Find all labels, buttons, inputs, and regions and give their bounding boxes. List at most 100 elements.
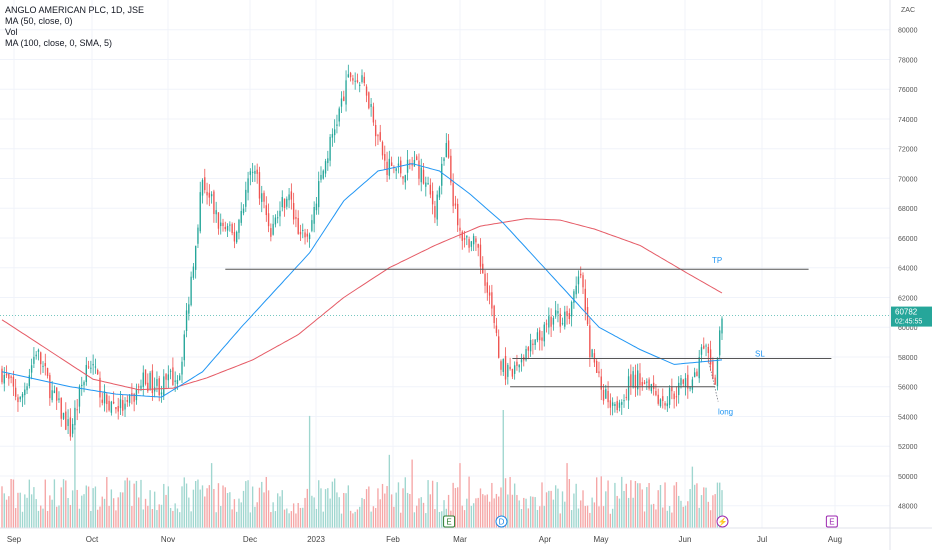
candle-body[interactable] bbox=[140, 385, 142, 389]
candle-body[interactable] bbox=[418, 160, 420, 179]
candle-body[interactable] bbox=[247, 178, 249, 193]
candle-body[interactable] bbox=[322, 170, 324, 179]
candle-body[interactable] bbox=[352, 78, 354, 81]
candle-body[interactable] bbox=[249, 171, 252, 175]
candle-body[interactable] bbox=[459, 227, 461, 231]
candle-body[interactable] bbox=[584, 288, 586, 311]
candle-body[interactable] bbox=[527, 347, 530, 351]
candle-body[interactable] bbox=[377, 135, 379, 137]
candle-body[interactable] bbox=[338, 108, 340, 122]
candle-body[interactable] bbox=[413, 159, 416, 167]
legend-symbol[interactable]: ANGLO AMERICAN PLC, 1D, JSE bbox=[5, 5, 145, 15]
candle-body[interactable] bbox=[703, 345, 705, 349]
candle-body[interactable] bbox=[14, 387, 17, 397]
candle-body[interactable] bbox=[274, 217, 277, 225]
candle-body[interactable] bbox=[158, 378, 160, 396]
candle-body[interactable] bbox=[3, 374, 5, 384]
candle-body[interactable] bbox=[117, 406, 119, 412]
candle-body[interactable] bbox=[607, 390, 609, 403]
candle-body[interactable] bbox=[698, 357, 700, 379]
candle-body[interactable] bbox=[231, 224, 233, 234]
candle-body[interactable] bbox=[441, 163, 443, 186]
event-marker[interactable]: D bbox=[495, 515, 508, 528]
candle-body[interactable] bbox=[67, 419, 69, 427]
candle-body[interactable] bbox=[573, 291, 575, 303]
legend-vol[interactable]: Vol bbox=[5, 27, 18, 37]
candle-body[interactable] bbox=[687, 374, 689, 389]
candle-body[interactable] bbox=[627, 376, 630, 401]
candle-body[interactable] bbox=[359, 84, 361, 86]
candle-body[interactable] bbox=[283, 198, 286, 208]
candle-body[interactable] bbox=[509, 366, 511, 370]
candle-body[interactable] bbox=[97, 369, 99, 375]
candle-body[interactable] bbox=[147, 382, 149, 392]
candle-body[interactable] bbox=[709, 349, 712, 365]
candle-body[interactable] bbox=[425, 182, 427, 187]
candle-body[interactable] bbox=[138, 386, 140, 388]
candle-body[interactable] bbox=[302, 229, 304, 231]
candle-body[interactable] bbox=[156, 379, 158, 386]
candle-body[interactable] bbox=[183, 334, 185, 361]
candle-body[interactable] bbox=[541, 337, 543, 341]
candle-body[interactable] bbox=[299, 231, 302, 235]
candle-body[interactable] bbox=[596, 360, 598, 373]
candle-body[interactable] bbox=[261, 193, 263, 202]
candle-body[interactable] bbox=[179, 375, 181, 381]
candle-body[interactable] bbox=[621, 402, 623, 405]
candle-body[interactable] bbox=[379, 132, 381, 141]
candle-body[interactable] bbox=[475, 238, 477, 243]
candle-body[interactable] bbox=[331, 134, 334, 138]
candle-body[interactable] bbox=[71, 424, 74, 434]
candle-body[interactable] bbox=[245, 189, 247, 207]
candle-body[interactable] bbox=[197, 227, 199, 244]
candle-body[interactable] bbox=[254, 170, 256, 174]
candle-body[interactable] bbox=[318, 181, 320, 208]
candle-body[interactable] bbox=[181, 361, 183, 375]
candle-body[interactable] bbox=[427, 182, 429, 185]
candle-body[interactable] bbox=[707, 346, 710, 354]
candle-body[interactable] bbox=[12, 376, 15, 387]
candle-body[interactable] bbox=[525, 349, 527, 361]
candle-body[interactable] bbox=[49, 375, 51, 399]
candle-body[interactable] bbox=[306, 233, 308, 237]
candle-body[interactable] bbox=[115, 407, 117, 410]
candle-body[interactable] bbox=[482, 263, 484, 274]
candle-body[interactable] bbox=[169, 370, 172, 372]
candle-body[interactable] bbox=[678, 382, 680, 396]
candle-body[interactable] bbox=[529, 339, 532, 352]
candle-body[interactable] bbox=[213, 191, 215, 215]
candle-body[interactable] bbox=[345, 80, 347, 105]
candle-body[interactable] bbox=[333, 129, 336, 136]
candle-body[interactable] bbox=[598, 371, 600, 374]
candle-body[interactable] bbox=[381, 142, 384, 156]
candle-body[interactable] bbox=[58, 398, 60, 401]
candle-body[interactable] bbox=[368, 92, 370, 109]
candle-body[interactable] bbox=[491, 292, 493, 309]
candle-body[interactable] bbox=[712, 361, 714, 380]
horizontal-levels[interactable]: TP SL long bbox=[225, 256, 832, 417]
candle-body[interactable] bbox=[479, 244, 482, 267]
candle-body[interactable] bbox=[131, 393, 133, 397]
candle-body[interactable] bbox=[103, 391, 106, 404]
candle-body[interactable] bbox=[447, 140, 450, 158]
candle-body[interactable] bbox=[1, 368, 3, 383]
candle-body[interactable] bbox=[616, 401, 618, 411]
candle-body[interactable] bbox=[625, 396, 627, 398]
candle-body[interactable] bbox=[397, 163, 400, 166]
candle-body[interactable] bbox=[520, 359, 523, 363]
candle-body[interactable] bbox=[545, 323, 548, 325]
candle-body[interactable] bbox=[37, 349, 40, 352]
candle-body[interactable] bbox=[270, 228, 272, 237]
candle-body[interactable] bbox=[128, 394, 131, 403]
candle-body[interactable] bbox=[290, 191, 293, 200]
candle-body[interactable] bbox=[486, 282, 488, 293]
candle-body[interactable] bbox=[507, 364, 509, 377]
candle-body[interactable] bbox=[450, 155, 452, 183]
candle-body[interactable] bbox=[99, 377, 101, 398]
candle-body[interactable] bbox=[457, 203, 459, 226]
candle-body[interactable] bbox=[112, 401, 115, 404]
candle-body[interactable] bbox=[372, 106, 375, 123]
candle-body[interactable] bbox=[10, 376, 12, 378]
candle-body[interactable] bbox=[343, 96, 345, 101]
candle-body[interactable] bbox=[422, 169, 425, 184]
